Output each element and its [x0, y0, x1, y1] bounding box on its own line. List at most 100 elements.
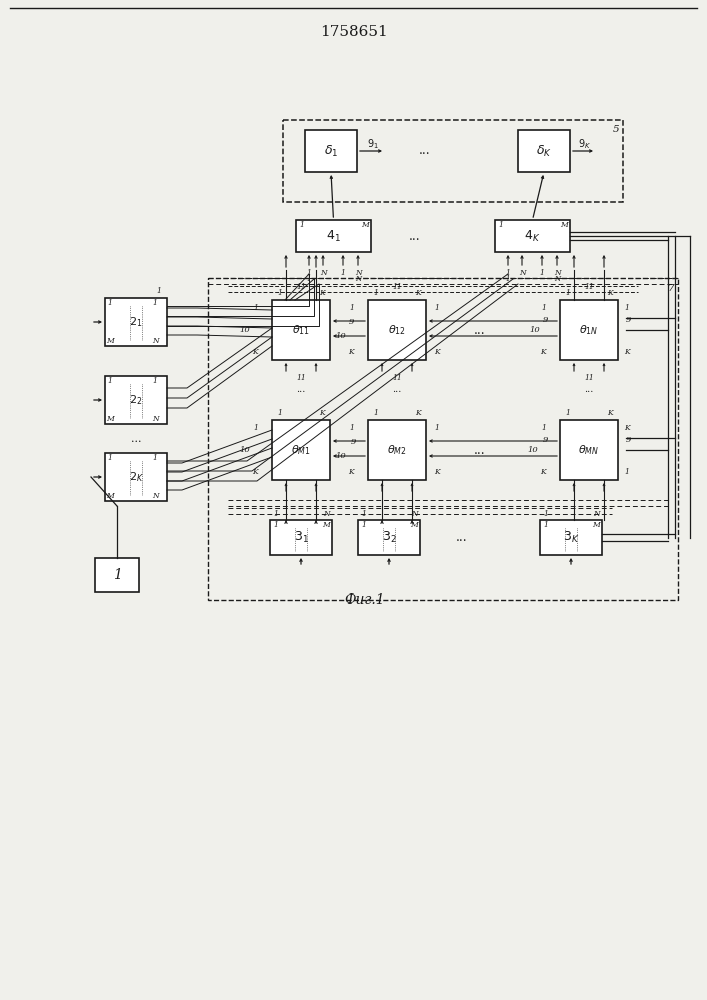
Text: 1: 1: [107, 454, 112, 462]
Text: 10: 10: [335, 332, 346, 340]
Text: K: K: [252, 468, 258, 476]
Text: $\mathit{\delta_K}$: $\mathit{\delta_K}$: [536, 143, 552, 159]
Text: 1: 1: [300, 221, 305, 229]
Text: N: N: [411, 510, 417, 518]
Bar: [208, 278, 678, 600]
Text: 1: 1: [274, 510, 279, 518]
Text: 1: 1: [153, 299, 158, 307]
Text: 1: 1: [434, 424, 439, 432]
Text: 1: 1: [624, 304, 629, 312]
Bar: [270, 520, 332, 555]
Text: N: N: [592, 510, 600, 518]
Text: ...: ...: [392, 385, 402, 394]
Text: 1: 1: [498, 221, 503, 229]
Text: 1: 1: [112, 568, 122, 582]
Text: N: N: [554, 269, 561, 277]
Text: $\theta_{M1}$: $\theta_{M1}$: [291, 443, 311, 457]
Text: 11: 11: [296, 374, 306, 382]
Text: $\theta_{11}$: $\theta_{11}$: [292, 323, 310, 337]
Bar: [368, 300, 426, 360]
Text: 1: 1: [153, 454, 158, 462]
Text: 1: 1: [156, 287, 161, 295]
Text: 1: 1: [107, 299, 112, 307]
Text: 10: 10: [530, 326, 540, 334]
Text: M: M: [410, 521, 418, 529]
Text: $2_1$: $2_1$: [129, 315, 143, 329]
Text: 9: 9: [543, 316, 548, 324]
Text: 11: 11: [584, 283, 594, 291]
Text: $\mathit{\delta_1}$: $\mathit{\delta_1}$: [324, 143, 338, 159]
Bar: [518, 130, 570, 172]
Bar: [358, 520, 420, 555]
Text: 11: 11: [296, 283, 306, 291]
Text: 1: 1: [373, 409, 378, 417]
Text: N: N: [554, 275, 560, 283]
Text: K: K: [319, 409, 325, 417]
Text: $2_2$: $2_2$: [129, 393, 143, 407]
Text: $3_1$: $3_1$: [293, 530, 308, 545]
Text: $\theta_{MN}$: $\theta_{MN}$: [578, 443, 600, 457]
Text: M: M: [361, 221, 369, 229]
Text: Фиг.1: Фиг.1: [345, 593, 385, 607]
Bar: [305, 130, 357, 172]
Text: ...: ...: [409, 230, 421, 242]
Text: $\theta_{1N}$: $\theta_{1N}$: [579, 323, 599, 337]
Text: 1: 1: [373, 289, 378, 297]
Text: $9_1$: $9_1$: [367, 137, 379, 151]
Text: M: M: [592, 521, 600, 529]
Bar: [95, 558, 139, 592]
Text: 1: 1: [253, 424, 258, 432]
Text: 1: 1: [278, 409, 282, 417]
Text: K: K: [434, 468, 440, 476]
Bar: [283, 120, 623, 202]
Text: $9_K$: $9_K$: [578, 137, 592, 151]
Text: N: N: [152, 415, 158, 423]
Text: 9: 9: [351, 438, 356, 446]
Text: M: M: [106, 492, 114, 500]
Text: 1: 1: [107, 377, 112, 385]
Text: $\theta_{M2}$: $\theta_{M2}$: [387, 443, 407, 457]
Text: 1: 1: [307, 269, 312, 277]
Text: 1758651: 1758651: [320, 25, 388, 39]
Text: K: K: [252, 348, 258, 356]
Text: 1: 1: [624, 468, 629, 476]
Text: N: N: [519, 269, 525, 277]
Bar: [272, 420, 330, 480]
Bar: [560, 420, 618, 480]
Text: N: N: [355, 275, 361, 283]
Text: 1: 1: [307, 275, 311, 283]
Text: 1: 1: [506, 269, 510, 277]
Text: ...: ...: [474, 444, 486, 456]
Text: 1: 1: [566, 409, 571, 417]
Text: $3_2$: $3_2$: [382, 530, 397, 545]
Text: 7: 7: [667, 284, 674, 293]
Text: 1: 1: [278, 289, 282, 297]
Text: 1: 1: [544, 521, 549, 529]
Text: ...: ...: [474, 324, 486, 336]
Bar: [272, 300, 330, 360]
Text: N: N: [322, 510, 329, 518]
Text: N: N: [152, 492, 158, 500]
Text: K: K: [540, 348, 546, 356]
Text: 10: 10: [239, 326, 250, 334]
Text: M: M: [106, 415, 114, 423]
Text: K: K: [415, 289, 421, 297]
Text: 9: 9: [626, 316, 631, 324]
Text: 1: 1: [253, 304, 258, 312]
Text: K: K: [349, 348, 354, 356]
Text: K: K: [624, 424, 630, 432]
Text: K: K: [624, 348, 630, 356]
Text: 11: 11: [392, 374, 402, 382]
Text: 1: 1: [361, 510, 366, 518]
Text: 11: 11: [584, 374, 594, 382]
Text: N: N: [320, 269, 327, 277]
Text: K: K: [434, 348, 440, 356]
Text: 10: 10: [239, 446, 250, 454]
Text: 5: 5: [612, 125, 619, 134]
Text: 1: 1: [153, 377, 158, 385]
Text: 1: 1: [349, 304, 354, 312]
Bar: [296, 220, 371, 252]
Text: 1: 1: [541, 304, 546, 312]
Text: N: N: [152, 337, 158, 345]
Text: K: K: [607, 409, 613, 417]
